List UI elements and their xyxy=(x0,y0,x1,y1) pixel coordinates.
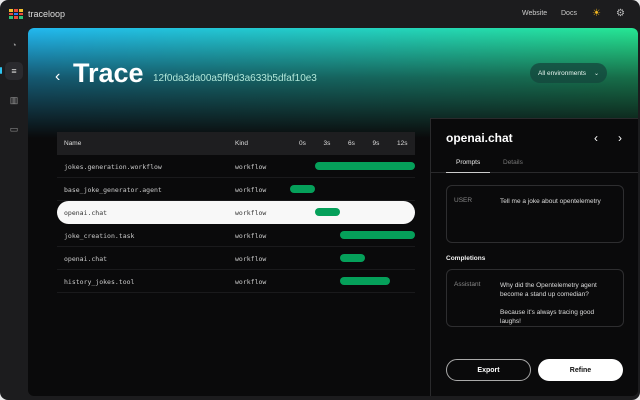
prompt-text: Tell me a joke about opentelemetry xyxy=(500,198,601,205)
spans-table: Name Kind 0s 3s 6s 9s 12s jokes.generation.w… xyxy=(57,132,415,293)
span-kind: workflow xyxy=(235,232,267,240)
timeline-bar xyxy=(314,162,415,170)
top-bar: traceloop Website Docs ☀ ⚙ xyxy=(0,0,640,28)
timeline-bar xyxy=(314,208,340,216)
trace-id: 12f0da3da00a5ff9d3a633b5dfaf10e3 xyxy=(153,73,317,84)
table-row[interactable]: openai.chat workflow xyxy=(57,247,415,270)
timeline-bar xyxy=(290,185,315,193)
tab-prompts[interactable]: Prompts xyxy=(446,159,491,173)
prompt-role: USER xyxy=(454,197,473,204)
previous-span-icon[interactable]: ‹ xyxy=(594,131,598,145)
completion-text: Why did the Opentelemetry agent become a… xyxy=(500,281,615,326)
span-kind: workflow xyxy=(235,209,267,217)
prompt-box: USER Tell me a joke about opentelemetry xyxy=(446,185,624,243)
table-row[interactable]: history_jokes.tool workflow xyxy=(57,270,415,293)
span-kind: workflow xyxy=(235,163,267,171)
table-header: Name Kind 0s 3s 6s 9s 12s xyxy=(57,132,415,155)
main-content: ‹ Trace 12f0da3da00a5ff9d3a633b5dfaf10e3… xyxy=(28,28,638,396)
timeline-bar xyxy=(339,277,390,285)
environment-select[interactable]: All environments ⌄ xyxy=(530,63,607,83)
completion-line-1: Why did the Opentelemetry agent become a… xyxy=(500,282,597,298)
page-title: Trace xyxy=(73,58,144,88)
completion-box: Assistant Why did the Opentelemetry agen… xyxy=(446,269,624,327)
tab-details[interactable]: Details xyxy=(503,159,523,166)
span-name: jokes.generation.workflow xyxy=(64,163,162,171)
sun-icon[interactable]: ☀ xyxy=(592,8,601,19)
export-button[interactable]: Export xyxy=(446,359,531,381)
timeline-bar xyxy=(339,254,365,262)
sidebar: ◔ ≡ ▥ ▭ xyxy=(0,28,28,400)
sidebar-traces-icon[interactable]: ≡ xyxy=(5,62,23,80)
sidebar-metrics-icon[interactable]: ▥ xyxy=(9,94,19,105)
sidebar-terminal-icon[interactable]: ▭ xyxy=(9,123,19,134)
completion-line-2: Because it's always tracing good laughs! xyxy=(500,309,595,325)
tick-label: 12s xyxy=(397,140,408,147)
timeline-bar xyxy=(339,231,415,239)
hero-banner xyxy=(28,28,638,138)
tick-label: 3s xyxy=(323,140,331,147)
environment-value: All environments xyxy=(538,69,587,77)
tick-label: 6s xyxy=(348,140,355,147)
span-name: openai.chat xyxy=(64,255,108,263)
brand-name: traceloop xyxy=(28,9,66,19)
sidebar-dashboard-icon[interactable]: ◔ xyxy=(11,40,17,50)
nav-docs-link[interactable]: Docs xyxy=(561,10,577,17)
traceloop-logo-icon xyxy=(9,9,23,19)
span-kind: workflow xyxy=(235,255,267,263)
table-row[interactable]: base_joke_generator.agent workflow xyxy=(57,178,415,201)
tick-label: 9s xyxy=(372,140,380,147)
span-name: history_jokes.tool xyxy=(64,278,135,286)
back-icon[interactable]: ‹ xyxy=(55,68,61,85)
chevron-down-icon: ⌄ xyxy=(593,70,599,77)
nav-website-link[interactable]: Website xyxy=(522,10,548,17)
active-indicator xyxy=(0,67,2,74)
span-name: joke_creation.task xyxy=(64,232,135,240)
span-name: openai.chat xyxy=(64,209,108,217)
table-row[interactable]: joke_creation.task workflow xyxy=(57,224,415,247)
span-detail-panel: openai.chat ‹ › Prompts Details USER Tel… xyxy=(430,118,638,396)
table-row[interactable]: openai.chat workflow xyxy=(57,201,415,224)
panel-title: openai.chat xyxy=(446,131,513,145)
next-span-icon[interactable]: › xyxy=(618,131,622,145)
completions-label: Completions xyxy=(446,255,486,262)
completion-role: Assistant xyxy=(454,281,481,288)
gear-icon[interactable]: ⚙ xyxy=(616,8,625,19)
refine-button[interactable]: Refine xyxy=(538,359,623,381)
tick-label: 0s xyxy=(299,140,306,147)
column-name: Name xyxy=(64,140,82,147)
table-row[interactable]: jokes.generation.workflow workflow xyxy=(57,155,415,178)
column-kind: Kind xyxy=(235,140,249,147)
span-name: base_joke_generator.agent xyxy=(64,186,162,194)
panel-tabs: Prompts Details xyxy=(431,155,638,173)
span-kind: workflow xyxy=(235,186,267,194)
span-kind: workflow xyxy=(235,278,267,286)
